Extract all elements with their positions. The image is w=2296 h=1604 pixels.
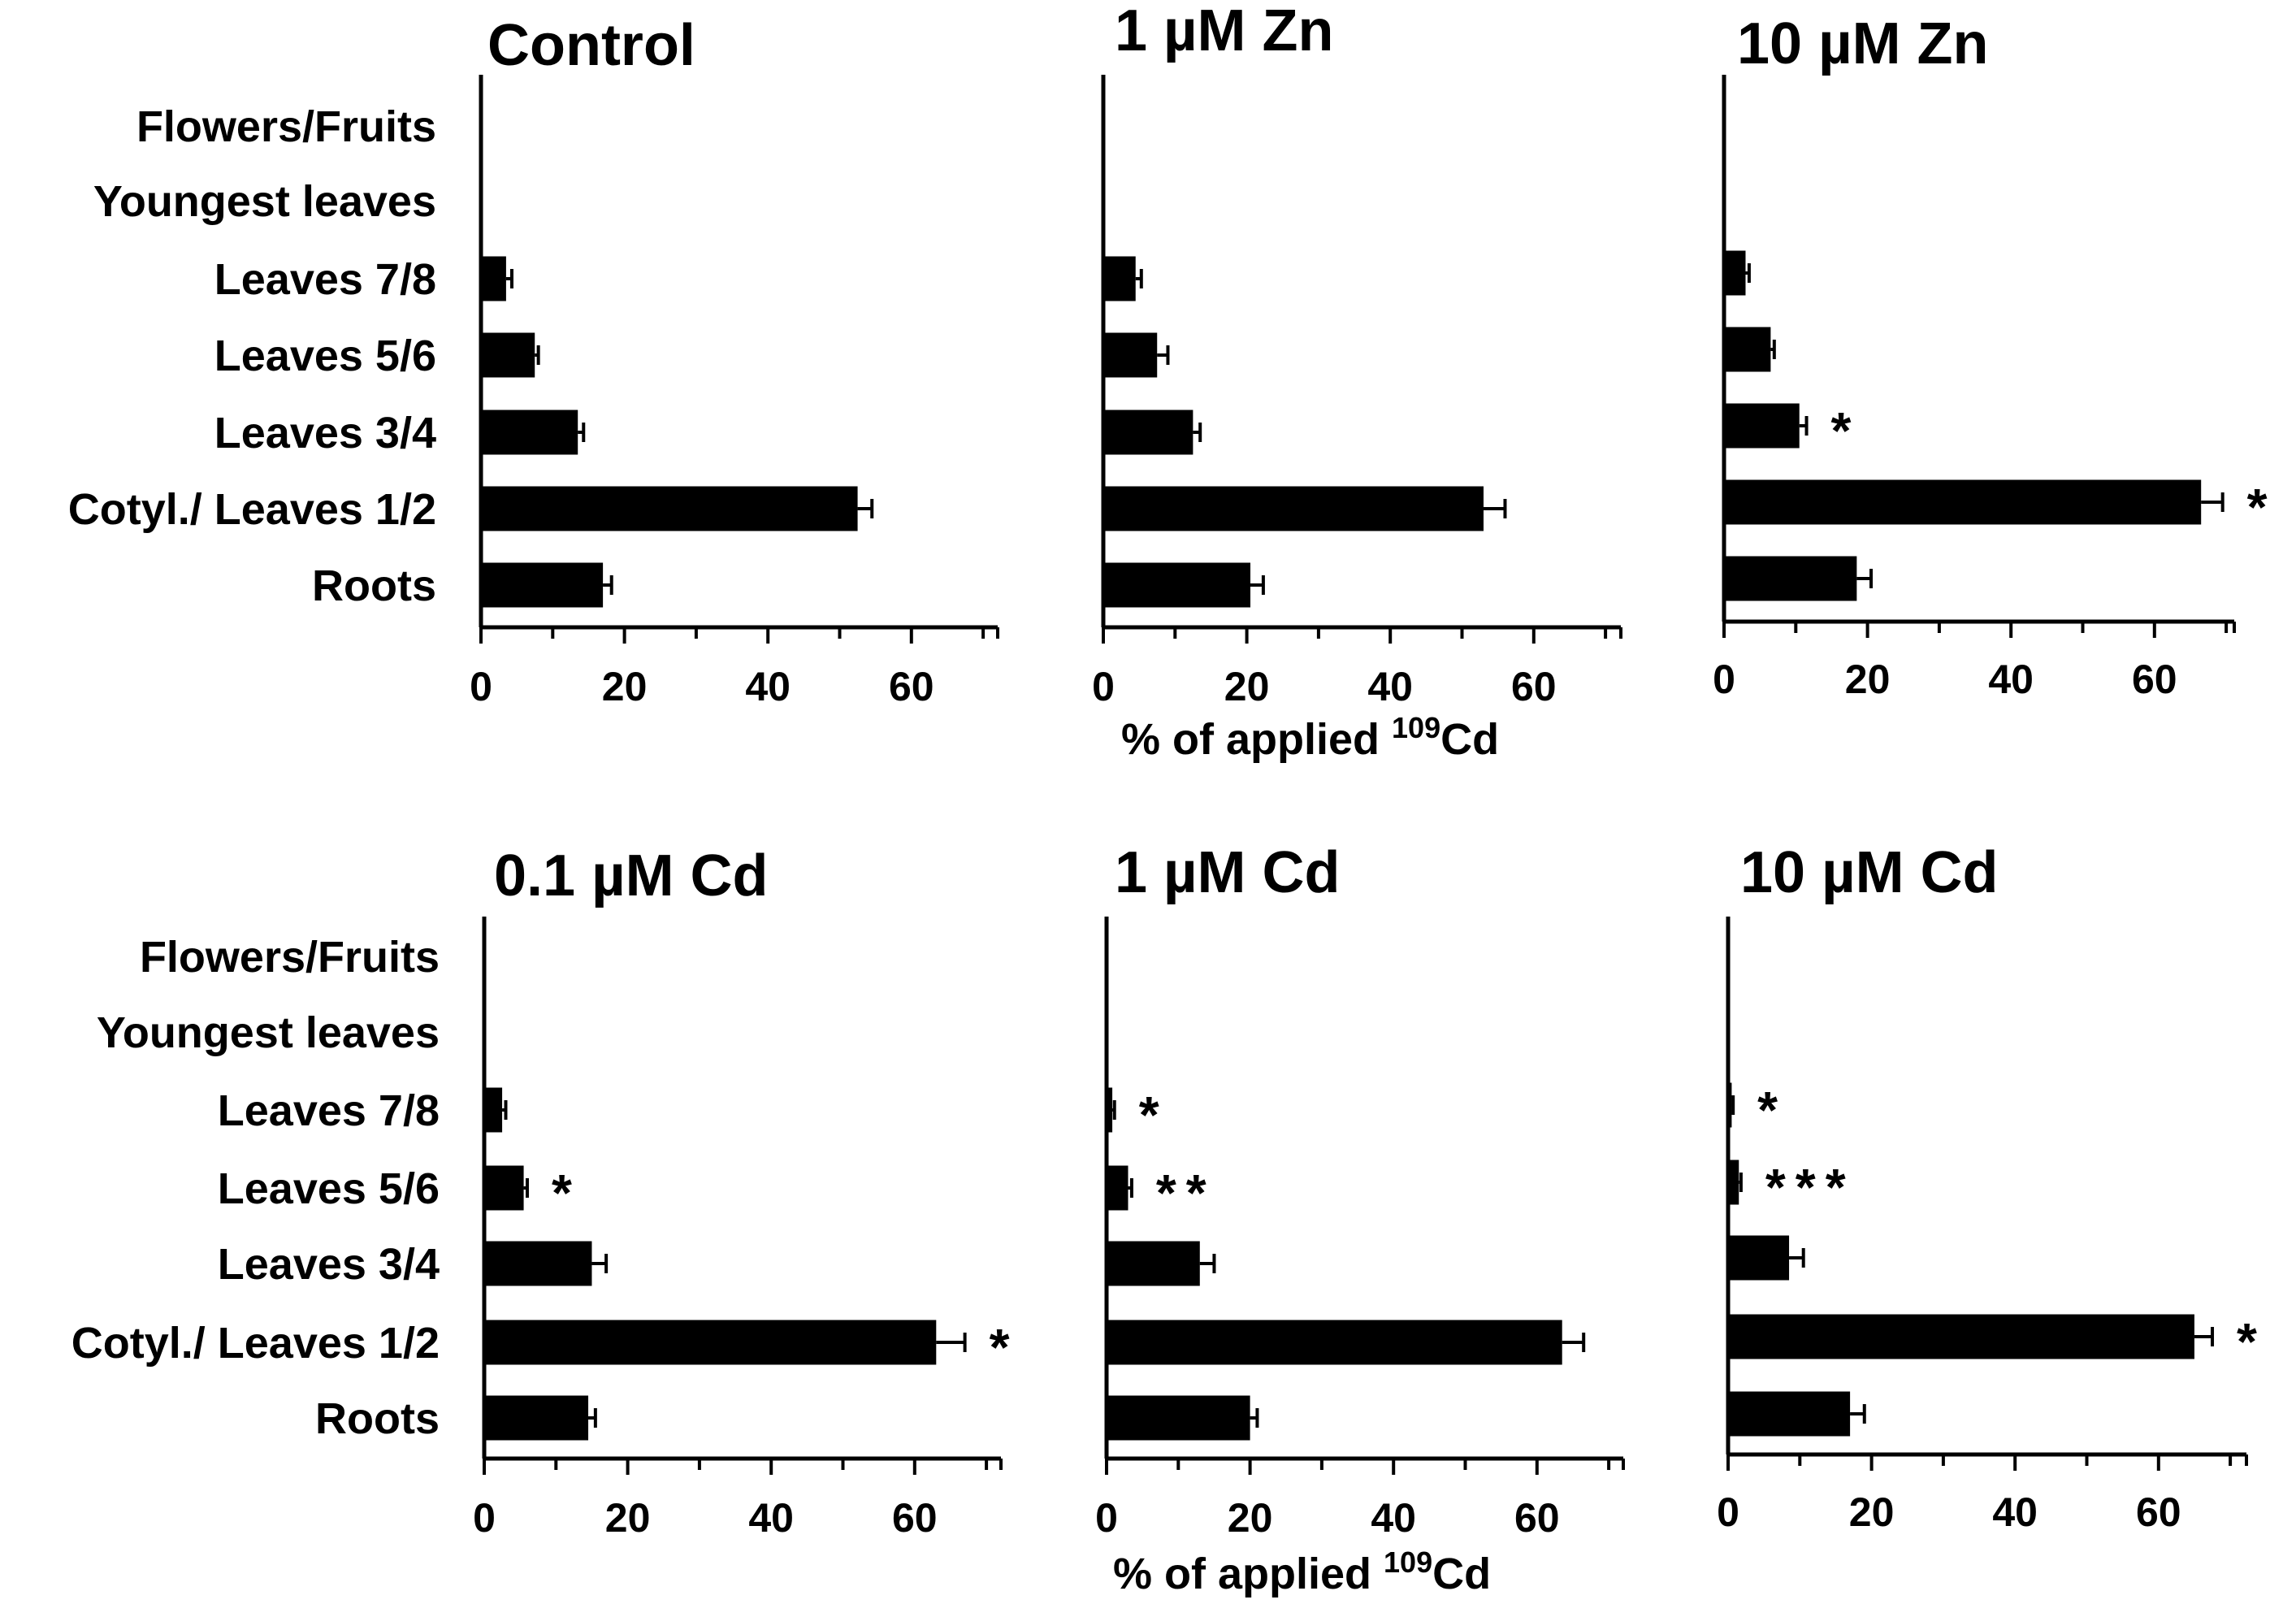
panel-title: 1 µM Zn [1115, 0, 1333, 63]
x-tick-label: 20 [1845, 657, 1891, 702]
bar [484, 1087, 503, 1133]
x-tick-label: 20 [602, 664, 648, 709]
x-axis-label-suffix: Cd [1440, 715, 1499, 764]
x-tick-label: 20 [1228, 1495, 1273, 1541]
category-label: Cotyl./ Leaves 1/2 [68, 485, 436, 534]
x-tick-label: 0 [1092, 664, 1115, 709]
bar [1103, 256, 1136, 301]
category-label: Cotyl./ Leaves 1/2 [71, 1319, 440, 1368]
x-tick-label: 60 [892, 1495, 938, 1541]
bar [481, 410, 578, 455]
significance-marker: * [1757, 1081, 1787, 1139]
significance-marker: * [990, 1318, 1020, 1376]
panel-title: 10 µM Cd [1740, 840, 1999, 905]
bar [481, 562, 604, 608]
category-label: Flowers/Fruits [136, 102, 436, 151]
significance-marker: * [1139, 1086, 1169, 1144]
bar [1107, 1165, 1129, 1211]
significance-marker: *** [1765, 1158, 1856, 1216]
x-tick-label: 40 [745, 664, 791, 709]
category-label: Roots [312, 561, 436, 610]
category-label: Leaves 3/4 [214, 409, 436, 457]
bar [1724, 403, 1800, 449]
bar [1103, 562, 1251, 608]
significance-marker: * [2247, 478, 2277, 536]
x-tick-label: 20 [1224, 664, 1270, 709]
x-tick-label: 60 [1514, 1495, 1560, 1541]
bar [1103, 486, 1484, 531]
x-tick-label: 20 [1849, 1489, 1895, 1535]
bar [1728, 1391, 1851, 1437]
bar [1107, 1241, 1200, 1286]
bar [1728, 1235, 1790, 1281]
bar [484, 1241, 592, 1286]
panel-title: 1 µM Cd [1115, 840, 1341, 905]
x-tick-label: 40 [1988, 657, 2034, 702]
category-label: Leaves 5/6 [214, 332, 436, 380]
bar [1724, 556, 1857, 601]
x-tick-label: 60 [2132, 657, 2177, 702]
bar [1728, 1314, 2194, 1359]
x-tick-label: 0 [1713, 657, 1735, 702]
category-label: Youngest leaves [97, 1008, 440, 1057]
x-tick-label: 40 [1371, 1495, 1416, 1541]
x-axis-label: % of applied 109Cd [1121, 711, 1499, 764]
bar [1728, 1082, 1732, 1128]
x-tick-label: 20 [605, 1495, 651, 1541]
significance-marker: * [2237, 1312, 2267, 1371]
category-label: Leaves 7/8 [218, 1086, 440, 1135]
x-tick-label: 40 [1367, 664, 1413, 709]
x-tick-label: 60 [889, 664, 934, 709]
bar [1107, 1087, 1113, 1133]
x-tick-label: 0 [1095, 1495, 1118, 1541]
bar [481, 332, 535, 378]
category-label: Leaves 5/6 [218, 1164, 440, 1213]
significance-marker: * [552, 1164, 582, 1222]
x-axis-label-text: % of applied [1113, 1550, 1384, 1598]
bar [481, 486, 858, 531]
bar [1103, 410, 1193, 455]
bar [484, 1165, 524, 1211]
bar [1724, 327, 1771, 372]
x-axis-label-superscript: 109 [1392, 711, 1440, 744]
x-tick-label: 0 [1717, 1489, 1739, 1535]
bar [1107, 1395, 1250, 1441]
bar [1724, 250, 1746, 296]
bar [484, 1320, 937, 1365]
x-tick-label: 0 [473, 1495, 496, 1541]
category-label: Leaves 7/8 [214, 255, 436, 304]
panel-title: Control [487, 13, 695, 78]
category-label: Youngest leaves [93, 177, 436, 226]
bar [1724, 479, 2202, 525]
bar [1107, 1320, 1562, 1365]
bar [484, 1395, 589, 1441]
x-tick-label: 40 [748, 1495, 794, 1541]
panel-title: 10 µM Zn [1737, 11, 1989, 76]
bar [1728, 1160, 1739, 1205]
x-axis-label: % of applied 109Cd [1113, 1545, 1491, 1598]
bar [1103, 332, 1158, 378]
x-tick-label: 40 [1992, 1489, 2038, 1535]
x-tick-label: 60 [2136, 1489, 2181, 1535]
category-label: Roots [315, 1394, 440, 1443]
bar [481, 256, 506, 301]
x-axis-label-suffix: Cd [1432, 1550, 1491, 1598]
panel-title: 0.1 µM Cd [494, 843, 769, 908]
x-tick-label: 60 [1511, 664, 1557, 709]
x-axis-label-superscript: 109 [1384, 1545, 1432, 1579]
category-label: Leaves 3/4 [218, 1240, 440, 1289]
significance-marker: * [1831, 401, 1861, 460]
category-label: Flowers/Fruits [140, 933, 440, 982]
x-tick-label: 0 [470, 664, 492, 709]
x-axis-label-text: % of applied [1121, 715, 1392, 764]
significance-marker: ** [1156, 1164, 1216, 1222]
